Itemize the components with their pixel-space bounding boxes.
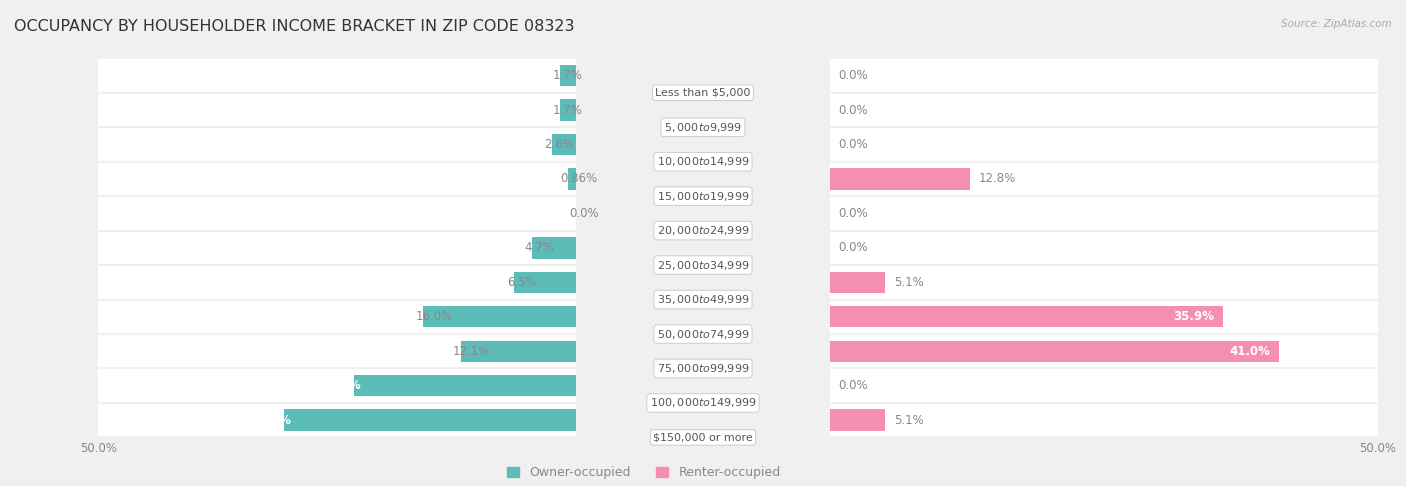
Bar bbox=[461, 341, 576, 362]
Bar bbox=[98, 299, 1054, 334]
Bar bbox=[281, 162, 1378, 196]
Bar bbox=[98, 127, 1054, 162]
Bar bbox=[515, 272, 576, 293]
Text: 16.0%: 16.0% bbox=[416, 310, 453, 323]
Bar bbox=[98, 403, 1054, 437]
Bar bbox=[531, 237, 576, 259]
Bar bbox=[830, 410, 886, 431]
Text: 0.86%: 0.86% bbox=[561, 173, 598, 186]
Text: 30.6%: 30.6% bbox=[250, 414, 291, 427]
Text: $150,000 or more: $150,000 or more bbox=[654, 433, 752, 442]
Text: 0.0%: 0.0% bbox=[838, 69, 868, 82]
Bar bbox=[281, 265, 1378, 299]
Text: 35.9%: 35.9% bbox=[1174, 310, 1215, 323]
Bar bbox=[98, 334, 1054, 368]
Text: 5.1%: 5.1% bbox=[894, 414, 924, 427]
Text: 23.3%: 23.3% bbox=[321, 379, 361, 392]
Bar bbox=[98, 93, 1054, 127]
Text: 2.6%: 2.6% bbox=[544, 138, 574, 151]
Text: $15,000 to $19,999: $15,000 to $19,999 bbox=[657, 190, 749, 203]
Text: 0.0%: 0.0% bbox=[838, 207, 868, 220]
Bar bbox=[98, 265, 1054, 299]
Bar bbox=[281, 93, 1378, 127]
Text: $75,000 to $99,999: $75,000 to $99,999 bbox=[657, 362, 749, 375]
Text: 4.7%: 4.7% bbox=[524, 242, 554, 254]
Bar bbox=[281, 127, 1378, 162]
Bar bbox=[551, 134, 576, 155]
Legend: Owner-occupied, Renter-occupied: Owner-occupied, Renter-occupied bbox=[506, 467, 780, 479]
Bar bbox=[560, 99, 576, 121]
Text: 0.0%: 0.0% bbox=[838, 138, 868, 151]
Bar bbox=[98, 162, 1054, 196]
Bar bbox=[281, 403, 1378, 437]
Bar bbox=[830, 168, 970, 190]
Bar bbox=[281, 334, 1378, 368]
Bar bbox=[830, 306, 1223, 328]
Text: $25,000 to $34,999: $25,000 to $34,999 bbox=[657, 259, 749, 272]
Bar bbox=[281, 231, 1378, 265]
Text: $35,000 to $49,999: $35,000 to $49,999 bbox=[657, 293, 749, 306]
Text: Source: ZipAtlas.com: Source: ZipAtlas.com bbox=[1281, 19, 1392, 30]
Text: 12.8%: 12.8% bbox=[979, 173, 1017, 186]
Bar bbox=[98, 231, 1054, 265]
Text: 12.1%: 12.1% bbox=[453, 345, 491, 358]
Bar bbox=[423, 306, 576, 328]
Bar bbox=[98, 196, 1054, 231]
Text: $50,000 to $74,999: $50,000 to $74,999 bbox=[657, 328, 749, 341]
Bar bbox=[568, 168, 576, 190]
Bar bbox=[560, 65, 576, 86]
Text: $20,000 to $24,999: $20,000 to $24,999 bbox=[657, 224, 749, 237]
Bar bbox=[281, 299, 1378, 334]
Bar bbox=[830, 341, 1279, 362]
Text: $10,000 to $14,999: $10,000 to $14,999 bbox=[657, 155, 749, 168]
Text: 0.0%: 0.0% bbox=[838, 242, 868, 254]
Bar bbox=[98, 368, 1054, 403]
Text: 1.7%: 1.7% bbox=[553, 69, 582, 82]
Bar bbox=[284, 410, 576, 431]
Text: 6.5%: 6.5% bbox=[506, 276, 537, 289]
Bar bbox=[281, 368, 1378, 403]
Bar bbox=[281, 58, 1378, 93]
Bar bbox=[281, 196, 1378, 231]
Text: 0.0%: 0.0% bbox=[838, 379, 868, 392]
Bar bbox=[98, 58, 1054, 93]
Bar bbox=[354, 375, 576, 397]
Text: 0.0%: 0.0% bbox=[569, 207, 599, 220]
Bar bbox=[830, 272, 886, 293]
Text: 41.0%: 41.0% bbox=[1229, 345, 1271, 358]
Text: OCCUPANCY BY HOUSEHOLDER INCOME BRACKET IN ZIP CODE 08323: OCCUPANCY BY HOUSEHOLDER INCOME BRACKET … bbox=[14, 19, 575, 35]
Text: 1.7%: 1.7% bbox=[553, 104, 582, 117]
Text: Less than $5,000: Less than $5,000 bbox=[655, 88, 751, 98]
Text: $5,000 to $9,999: $5,000 to $9,999 bbox=[664, 121, 742, 134]
Text: 5.1%: 5.1% bbox=[894, 276, 924, 289]
Text: 0.0%: 0.0% bbox=[838, 104, 868, 117]
Text: $100,000 to $149,999: $100,000 to $149,999 bbox=[650, 397, 756, 409]
